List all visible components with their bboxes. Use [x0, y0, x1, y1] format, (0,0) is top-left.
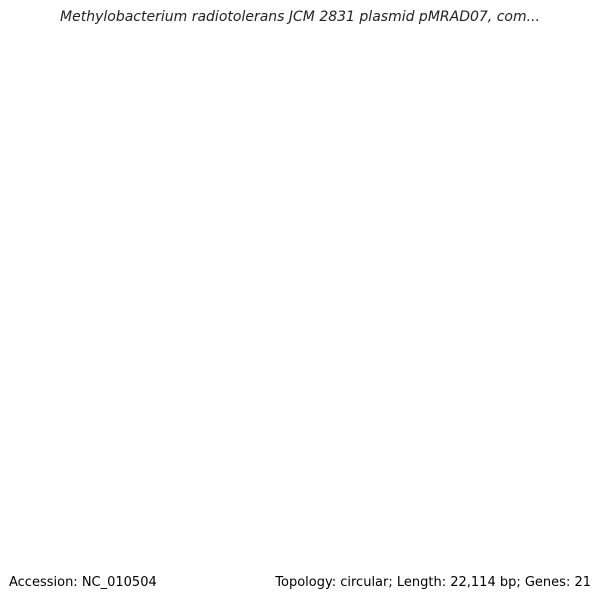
summary-text: Topology: circular; Length: 22,114 bp; G… [275, 575, 591, 590]
map-title: Methylobacterium radiotolerans JCM 2831 … [60, 9, 540, 25]
accession-text: Accession: NC_010504 [9, 575, 157, 590]
